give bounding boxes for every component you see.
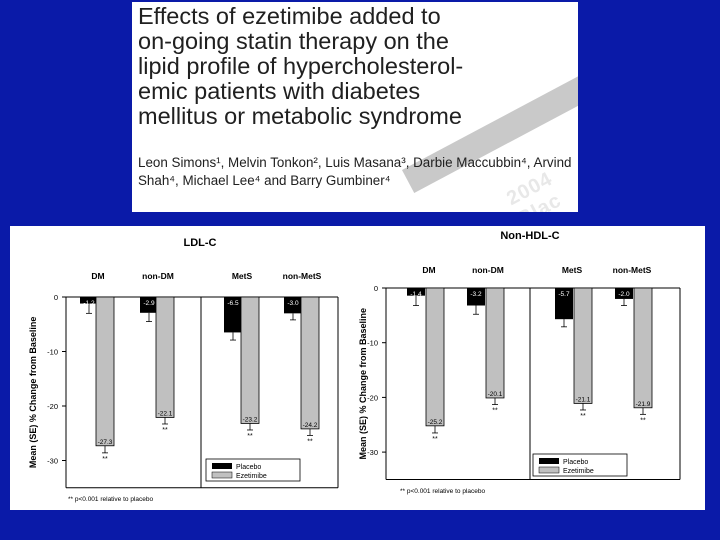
y-tick-label: 0	[54, 293, 58, 302]
bar-placebo	[615, 288, 633, 299]
significance-marker: **	[307, 438, 313, 445]
y-tick-label: 0	[374, 284, 378, 293]
bar-placebo	[80, 297, 98, 304]
title-line: lipid profile of hypercholesterol-	[138, 53, 464, 79]
data-label-placebo: -1.2	[83, 300, 95, 307]
legend-label-ezetimibe: Ezetimibe	[563, 468, 594, 475]
chart-title: LDL-C	[184, 237, 217, 249]
charts-svg: 0 -10 -20 -30 LDL-C Mean (SE) % Change from B…	[28, 230, 681, 503]
paper-title-box: 2004 Blac Effects of ezetimibe added to …	[132, 2, 578, 212]
data-label-placebo: -3.2	[470, 291, 482, 298]
category-label: non-MetS	[283, 271, 322, 281]
data-label-placebo: -1.4	[410, 291, 422, 298]
bar-placebo	[555, 288, 573, 320]
significance-marker: **	[247, 433, 253, 440]
charts-panel: 0 -10 -20 -30 LDL-C Mean (SE) % Change from B…	[10, 226, 705, 510]
data-label-ezetimibe: -27.3	[98, 439, 113, 446]
bar-ezetimibe	[573, 287, 593, 404]
y-tick-label: -10	[367, 339, 378, 348]
significance-marker: **	[640, 417, 646, 424]
y-tick-label: -10	[47, 348, 58, 357]
data-label-ezetimibe: -23.2	[243, 416, 258, 423]
category-label: DM	[91, 271, 104, 281]
significance-marker: **	[162, 427, 168, 434]
data-label-ezetimibe: -22.1	[158, 410, 173, 417]
bar-placebo	[467, 288, 485, 306]
title-line: mellitus or metabolic syndrome	[138, 103, 462, 129]
y-tick-label: -30	[47, 457, 58, 466]
footnote: ** p<0.001 relative to placebo	[400, 488, 485, 495]
category-label: non-DM	[142, 271, 174, 281]
legend-label-placebo: Placebo	[236, 464, 261, 471]
data-label-placebo: -2.9	[143, 300, 155, 307]
y-axis-label: Mean (SE) % Change from Baseline	[358, 308, 368, 460]
data-label-ezetimibe: -21.9	[636, 401, 651, 408]
data-label-ezetimibe: -20.1	[488, 391, 503, 398]
legend-swatch-ezetimibe	[538, 466, 560, 474]
footnote: ** p<0.001 relative to placebo	[68, 496, 153, 503]
bar-ezetimibe	[95, 296, 115, 447]
significance-marker: **	[102, 456, 108, 463]
significance-marker: **	[492, 408, 498, 415]
bar-ezetimibe	[300, 296, 320, 430]
title-line: emic patients with diabetes	[138, 78, 421, 104]
bar-ezetimibe	[240, 296, 260, 424]
significance-marker: **	[432, 436, 438, 443]
legend-label-placebo: Placebo	[563, 459, 588, 466]
bar-placebo	[284, 297, 302, 314]
category-label: non-MetS	[613, 265, 652, 275]
y-tick-label: -20	[47, 402, 58, 411]
category-label: MetS	[232, 271, 253, 281]
data-label-placebo: -5.7	[558, 291, 570, 298]
author-list: Leon Simons¹, Melvin Tonkon², Luis Masan…	[138, 155, 572, 188]
category-label: non-DM	[472, 265, 504, 275]
bar-placebo	[407, 288, 425, 296]
legend-swatch-placebo	[539, 458, 559, 464]
category-label: DM	[422, 265, 435, 275]
data-label-placebo: -6.5	[227, 300, 239, 307]
data-label-ezetimibe: -25.2	[428, 419, 443, 426]
legend-label-ezetimibe: Ezetimibe	[236, 473, 267, 480]
data-label-placebo: -3.0	[287, 300, 299, 307]
y-tick-label: -30	[367, 448, 378, 457]
legend-swatch-placebo	[212, 463, 232, 469]
y-tick-label: -20	[367, 393, 378, 402]
chart-title: Non-HDL-C	[500, 230, 559, 242]
significance-marker: **	[580, 413, 586, 420]
y-axis-label: Mean (SE) % Change from Baseline	[28, 317, 38, 469]
data-label-ezetimibe: -24.2	[303, 422, 318, 429]
bar-placebo	[224, 297, 242, 333]
legend-swatch-ezetimibe	[211, 471, 233, 479]
bar-ezetimibe	[425, 287, 445, 427]
data-label-ezetimibe: -21.1	[576, 396, 591, 403]
bar-ezetimibe	[633, 287, 653, 409]
bar-placebo	[140, 297, 158, 313]
title-line: Effects of ezetimibe added to	[138, 3, 441, 29]
data-label-placebo: -2.0	[618, 291, 630, 298]
bar-ezetimibe	[485, 287, 505, 399]
paper-title: Effects of ezetimibe added to on-going s…	[138, 4, 578, 129]
title-line: on-going statin therapy on the	[138, 28, 449, 54]
category-label: MetS	[562, 265, 583, 275]
bar-ezetimibe	[155, 296, 175, 418]
